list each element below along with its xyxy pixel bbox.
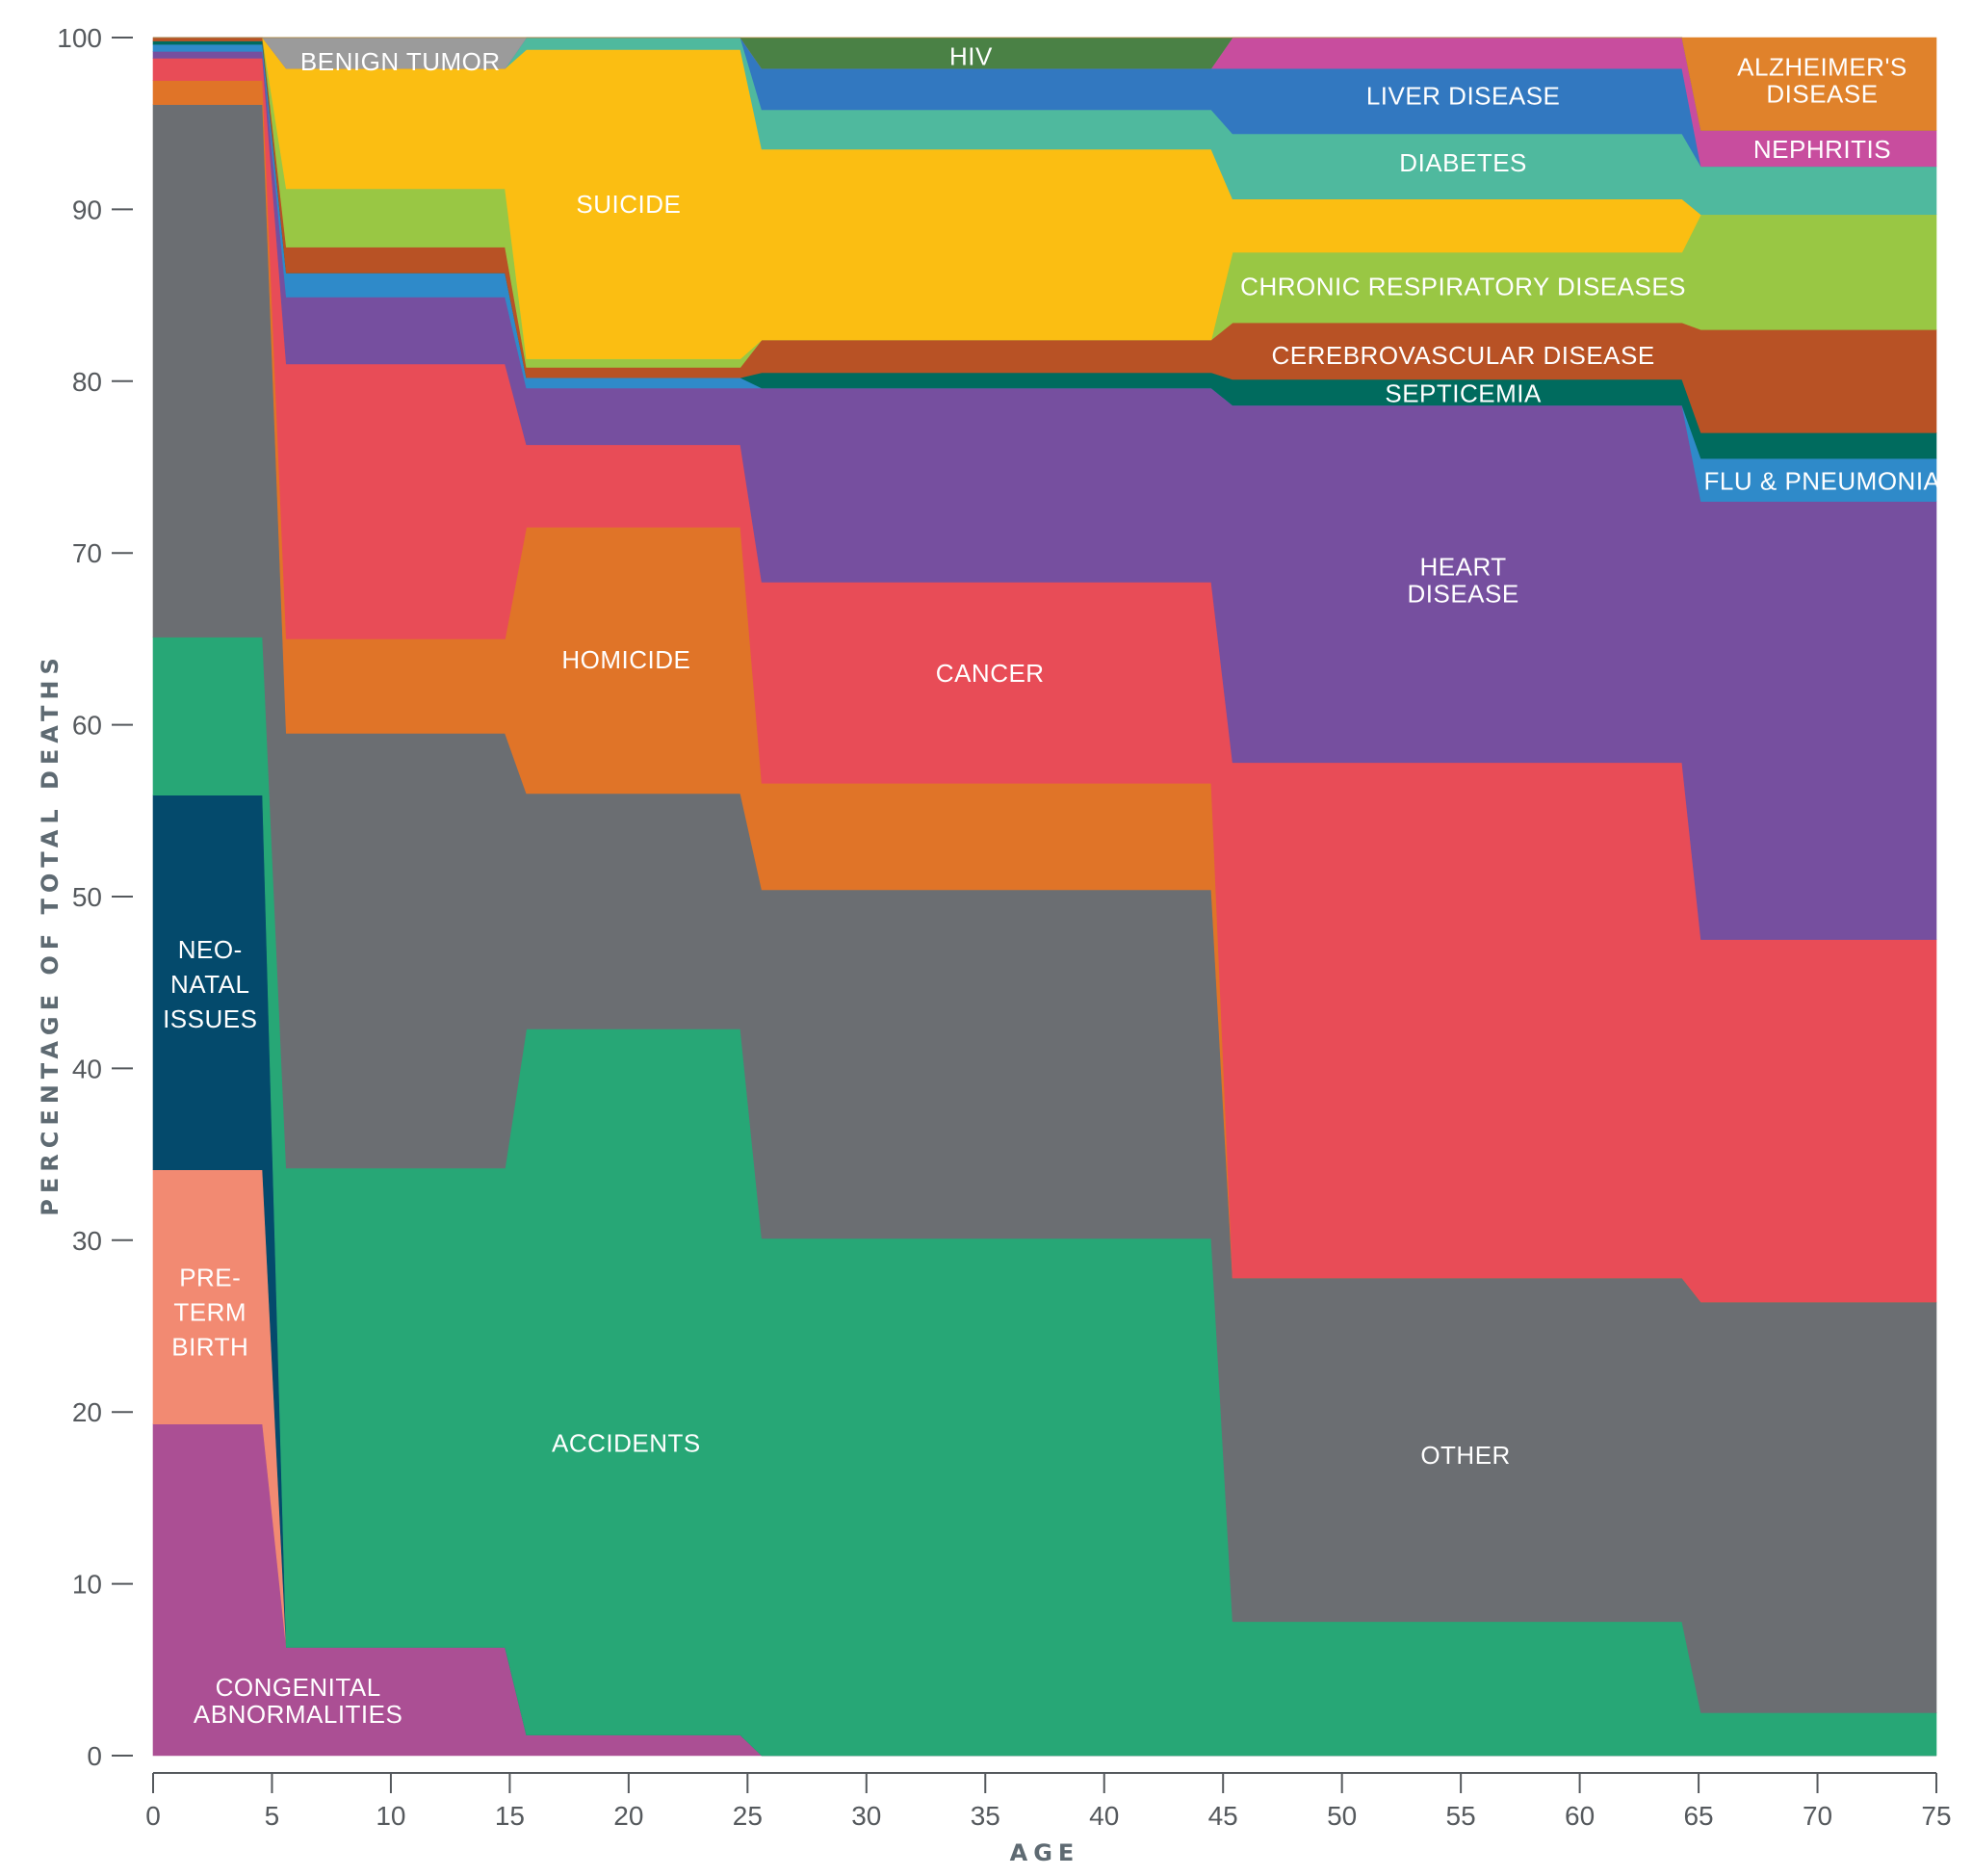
label-hiv: HIV bbox=[949, 42, 993, 71]
label-neo-natal-issues: ISSUES bbox=[163, 1004, 257, 1033]
label-neo-natal-issues: NATAL bbox=[170, 970, 249, 999]
label-accidents: ACCIDENTS bbox=[552, 1428, 701, 1457]
x-tick-label: 55 bbox=[1446, 1801, 1476, 1831]
label-liver-disease: LIVER DISEASE bbox=[1366, 82, 1561, 111]
x-tick-label: 75 bbox=[1921, 1801, 1951, 1831]
x-tick-label: 25 bbox=[733, 1801, 763, 1831]
x-tick-label: 35 bbox=[971, 1801, 1000, 1831]
label-congenital-abnormalities: CONGENITAL bbox=[216, 1673, 381, 1702]
x-tick-label: 10 bbox=[376, 1801, 405, 1831]
label-alzheimer-s-disease: ALZHEIMER'S bbox=[1737, 53, 1907, 82]
label-benign-tumor: BENIGN TUMOR bbox=[300, 47, 501, 76]
label-cancer: CANCER bbox=[936, 659, 1045, 688]
y-tick-label: 0 bbox=[87, 1741, 102, 1771]
label-nephritis: NEPHRITIS bbox=[1753, 135, 1891, 164]
y-axis-title: PERCENTAGE OF TOTAL DEATHS bbox=[37, 652, 64, 1216]
x-tick-label: 70 bbox=[1803, 1801, 1832, 1831]
y-tick-label: 70 bbox=[72, 538, 102, 568]
x-tick-label: 50 bbox=[1327, 1801, 1357, 1831]
label-cerebrovascular-disease: CEREBROVASCULAR DISEASE bbox=[1271, 341, 1654, 370]
label-flu-pneumonia: FLU & PNEUMONIA bbox=[1704, 466, 1941, 495]
x-axis: 0 5 10 15 20 25 30 35 40 45 50 55 60 65 70 75 bbox=[145, 1772, 1952, 1831]
x-tick-label: 30 bbox=[851, 1801, 881, 1831]
x-tick-label: 65 bbox=[1683, 1801, 1713, 1831]
y-tick-label: 10 bbox=[72, 1570, 102, 1600]
y-tick-label: 90 bbox=[72, 195, 102, 224]
label-suicide: SUICIDE bbox=[576, 190, 681, 219]
x-axis-title: AGE bbox=[1010, 1839, 1080, 1866]
y-tick-label: 40 bbox=[72, 1054, 102, 1083]
y-tick-label: 30 bbox=[72, 1226, 102, 1256]
area-alzheimer-s-disease bbox=[153, 37, 1937, 131]
x-tick-label: 45 bbox=[1208, 1801, 1238, 1831]
x-tick-label: 60 bbox=[1565, 1801, 1595, 1831]
x-tick-label: 40 bbox=[1089, 1801, 1119, 1831]
label-pre-term-birth: BIRTH bbox=[171, 1333, 248, 1362]
label-diabetes: DIABETES bbox=[1399, 148, 1527, 177]
area-layer bbox=[152, 37, 1937, 1757]
label-pre-term-birth: PRE- bbox=[179, 1264, 241, 1292]
x-tick-label: 15 bbox=[495, 1801, 525, 1831]
y-tick-label: 80 bbox=[72, 367, 102, 397]
label-homicide: HOMICIDE bbox=[561, 645, 690, 674]
label-alzheimer-s-disease: DISEASE bbox=[1766, 80, 1878, 109]
label-heart-disease: DISEASE bbox=[1407, 580, 1518, 609]
x-tick-label: 20 bbox=[613, 1801, 643, 1831]
label-neo-natal-issues: NEO- bbox=[178, 935, 243, 964]
label-chronic-respiratory-diseases: CHRONIC RESPIRATORY DISEASES bbox=[1240, 273, 1686, 301]
y-tick-label: 20 bbox=[72, 1397, 102, 1427]
label-other: OTHER bbox=[1420, 1441, 1511, 1470]
y-tick-label: 100 bbox=[57, 23, 102, 53]
y-tick-label: 60 bbox=[72, 711, 102, 741]
label-congenital-abnormalities: ABNORMALITIES bbox=[194, 1700, 402, 1729]
label-heart-disease: HEART bbox=[1420, 553, 1507, 582]
y-tick-label: 50 bbox=[72, 882, 102, 912]
x-tick-label: 5 bbox=[265, 1801, 280, 1831]
label-pre-term-birth: TERM bbox=[173, 1298, 246, 1327]
y-axis: 0 10 20 30 40 50 60 70 80 90 100 bbox=[57, 23, 133, 1771]
label-septicemia: SEPTICEMIA bbox=[1385, 378, 1542, 407]
x-tick-label: 0 bbox=[145, 1801, 161, 1831]
